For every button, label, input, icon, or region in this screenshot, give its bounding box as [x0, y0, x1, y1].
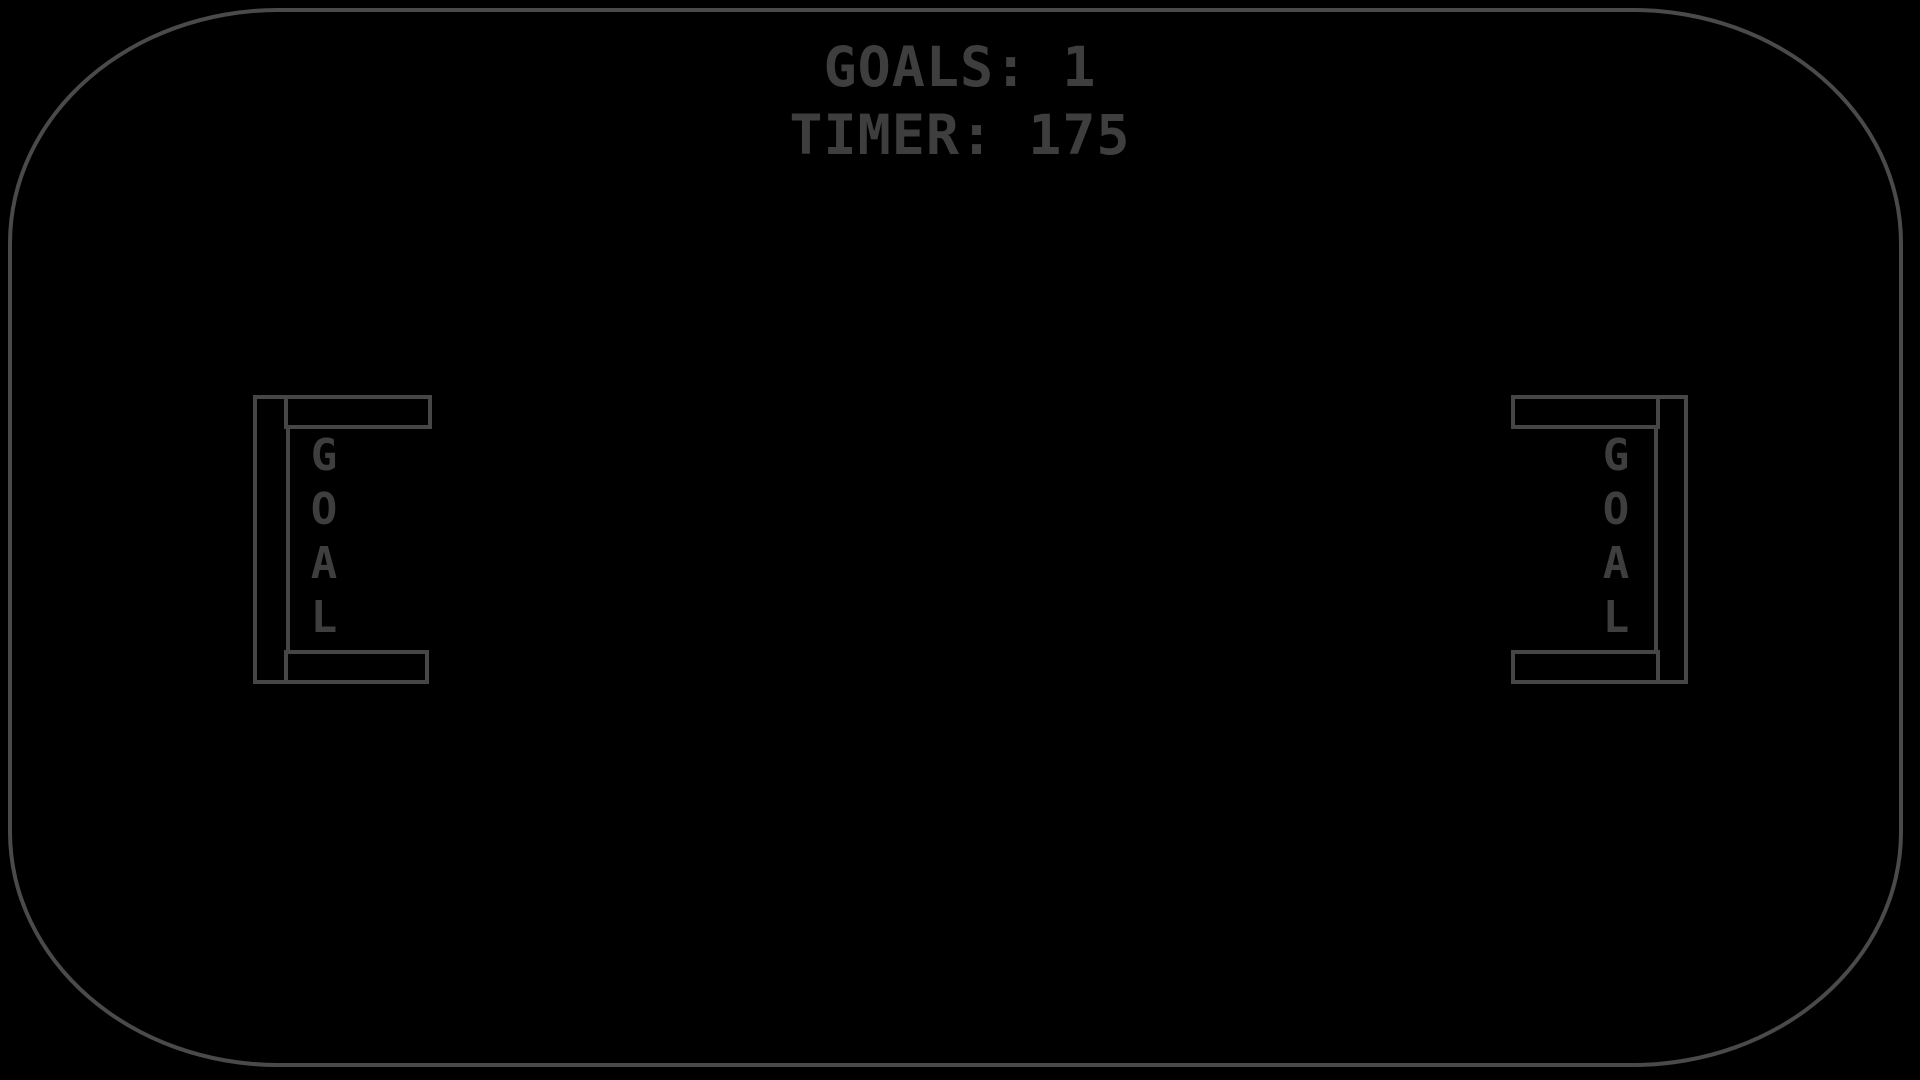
goal-letter: A	[1602, 538, 1630, 589]
right-goal-top-post	[1511, 395, 1660, 429]
left-goal-label: G O A L	[305, 429, 343, 645]
left-goal: G O A L	[253, 395, 433, 684]
rink-border	[8, 8, 1903, 1067]
right-goal-back-post	[1654, 395, 1688, 684]
left-goal-bottom-post	[284, 650, 429, 684]
right-goal-label: G O A L	[1597, 429, 1635, 645]
left-goal-top-post	[284, 395, 432, 429]
goal-letter: A	[310, 538, 338, 589]
goal-letter: L	[1602, 592, 1630, 643]
goal-letter: O	[1602, 484, 1630, 535]
right-goal: G O A L	[1511, 395, 1688, 684]
goal-letter: L	[310, 592, 338, 643]
goals-counter: GOALS: 1	[823, 35, 1097, 99]
goal-letter: O	[310, 484, 338, 535]
timer-counter: TIMER: 175	[789, 103, 1131, 167]
left-goal-back-post	[253, 395, 290, 684]
goal-letter: G	[310, 430, 338, 481]
goal-letter: G	[1602, 430, 1630, 481]
right-goal-bottom-post	[1511, 650, 1660, 684]
